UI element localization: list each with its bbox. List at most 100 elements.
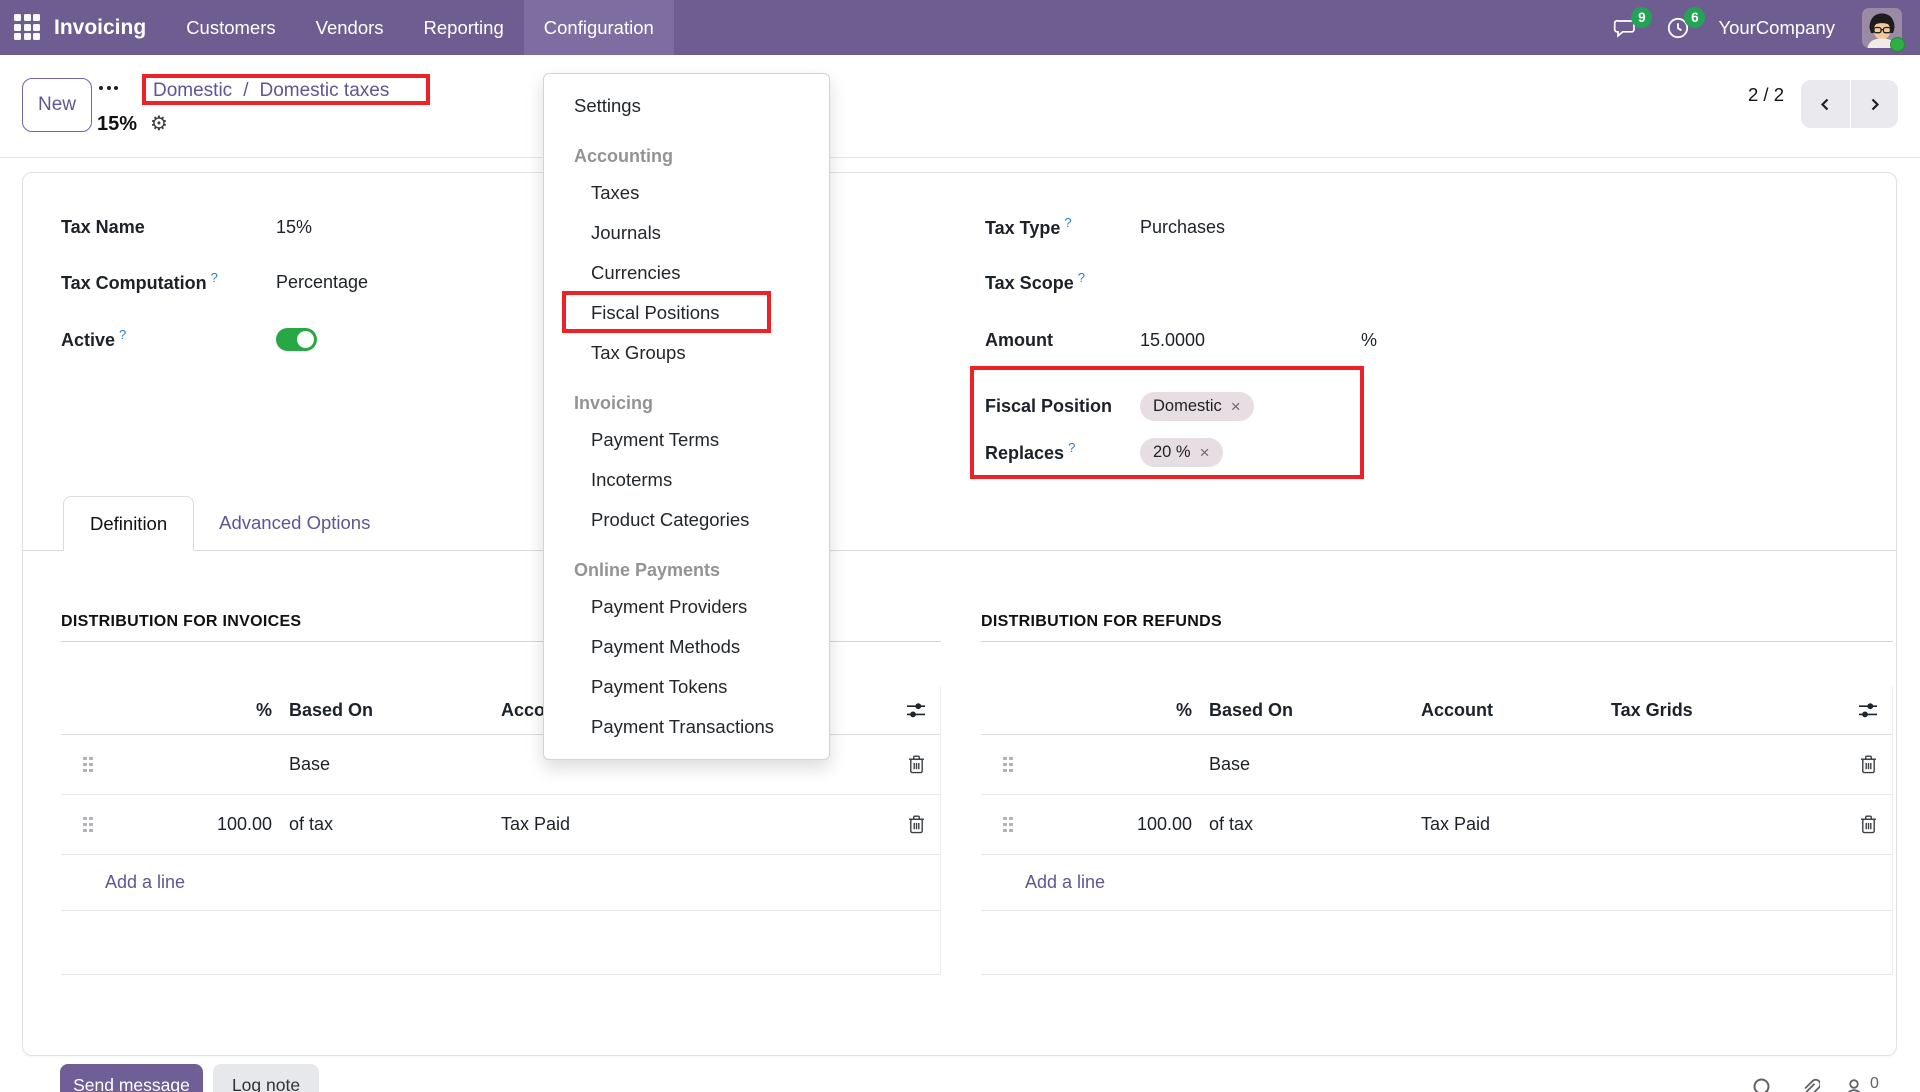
add-a-line-link[interactable]: Add a line [1025, 872, 1106, 892]
add-line-row: Add a line [981, 855, 1892, 911]
optional-columns-sliders-icon[interactable] [892, 701, 940, 720]
help-question-icon[interactable]: ? [1068, 440, 1076, 455]
delete-row-button[interactable] [1844, 755, 1892, 774]
tab-definition[interactable]: Definition [63, 496, 195, 551]
tag-remove-icon[interactable]: × [1230, 396, 1241, 416]
chatter-icons: 0 [1752, 1075, 1879, 1092]
table-row[interactable]: Base [61, 735, 940, 795]
tag-text: Domestic [1153, 396, 1222, 415]
app-name[interactable]: Invoicing [54, 15, 147, 39]
tax-name-label: Tax Name [61, 216, 145, 237]
field-replaces: Replaces? 20 % × [985, 433, 1223, 471]
drag-handle-icon[interactable] [83, 816, 117, 833]
amount-unit: % [1361, 329, 1378, 350]
chevron-left-icon [1820, 98, 1829, 110]
breadcrumb-ellipsis-button[interactable] [99, 86, 118, 90]
breadcrumb-separator: / [243, 80, 249, 101]
table-row[interactable]: 100.00 of tax Tax Paid [61, 795, 940, 855]
tax-form-card: Tax Name 15% Tax Computation? Percentage… [22, 172, 1897, 1056]
nav-menu-customers[interactable]: Customers [186, 16, 276, 38]
delete-row-button[interactable] [892, 755, 940, 774]
col-percent: % [255, 700, 272, 720]
tab-advanced-options[interactable]: Advanced Options [219, 511, 371, 533]
activities-badge: 6 [1684, 6, 1706, 28]
drag-handle-icon[interactable] [1003, 816, 1037, 833]
help-question-icon[interactable]: ? [119, 327, 127, 342]
activities-clock-icon[interactable]: 6 [1665, 6, 1706, 41]
drag-handle-icon[interactable] [1003, 756, 1037, 773]
apps-grid-icon[interactable] [14, 14, 41, 41]
help-question-icon[interactable]: ? [210, 270, 218, 285]
nav-menu-configuration[interactable]: Configuration [523, 0, 674, 55]
trash-icon [1860, 815, 1876, 834]
search-icon[interactable] [1752, 1077, 1774, 1092]
breadcrumb-parent[interactable]: Domestic [153, 80, 233, 101]
gear-icon[interactable]: ⚙ [150, 113, 168, 135]
cell-account: Tax Paid [1421, 814, 1491, 834]
tax-computation-select[interactable]: Percentage [276, 271, 369, 292]
list-header-row: % Based On Account Tax Grids [981, 687, 1892, 735]
trash-icon [908, 755, 924, 774]
refunds-list: % Based On Account Tax Grids Base [981, 687, 1893, 975]
pager-next-button[interactable] [1849, 80, 1898, 128]
empty-row [981, 911, 1892, 975]
pager-previous-button[interactable] [1801, 80, 1850, 128]
active-toggle[interactable] [276, 327, 317, 351]
replaces-label: Replaces? [985, 440, 1076, 463]
tax-scope-label: Tax Scope? [985, 270, 1085, 293]
control-panel: New Domestic / Domestic taxes 15% ⚙ 2 / … [0, 55, 1920, 158]
nav-menu-vendors[interactable]: Vendors [315, 16, 384, 38]
amount-input[interactable]: 15.0000 [1140, 329, 1206, 350]
config-menu-item-settings[interactable]: Settings [574, 95, 641, 116]
col-tax-grids: Tax Grids [1611, 700, 1693, 720]
field-tax-name: Tax Name 15% [61, 208, 312, 246]
breadcrumb: Domestic / Domestic taxes [153, 76, 389, 106]
paperclip-icon[interactable] [1798, 1077, 1820, 1092]
col-based-on: Based On [1209, 700, 1294, 720]
config-menu-item-taxes[interactable]: Taxes [591, 182, 640, 203]
delete-row-button[interactable] [892, 815, 940, 834]
followers-button[interactable]: 0 [1844, 1075, 1879, 1092]
record-title-row: 15% ⚙ [97, 110, 168, 138]
field-tax-computation: Tax Computation? Percentage [61, 263, 368, 301]
help-question-icon[interactable]: ? [1077, 270, 1085, 285]
table-row[interactable]: 100.00 of tax Tax Paid [981, 795, 1892, 855]
config-menu-item-journals[interactable]: Journals [591, 222, 661, 243]
tax-name-input[interactable]: 15% [276, 216, 313, 237]
chevron-right-icon [1871, 98, 1879, 110]
log-note-button[interactable]: Log note [213, 1064, 319, 1092]
config-menu-item-payment-terms[interactable]: Payment Terms [591, 429, 720, 450]
add-a-line-link[interactable]: Add a line [105, 872, 186, 892]
drag-handle-icon[interactable] [83, 756, 117, 773]
avatar[interactable] [1862, 7, 1905, 52]
config-menu-item-currencies[interactable]: Currencies [591, 262, 681, 283]
config-menu-item-incoterms[interactable]: Incoterms [591, 469, 673, 490]
config-menu-section-accounting: Accounting [574, 145, 673, 166]
pager-value[interactable]: 2 / 2 [1748, 84, 1784, 105]
help-question-icon[interactable]: ? [1064, 215, 1072, 230]
tag-remove-icon[interactable]: × [1199, 442, 1210, 462]
config-menu-item-product-categories[interactable]: Product Categories [591, 509, 750, 530]
config-menu-item-payment-providers[interactable]: Payment Providers [591, 596, 748, 617]
send-message-button[interactable]: Send message [60, 1064, 203, 1092]
table-row[interactable]: Base [981, 735, 1892, 795]
config-menu-item-payment-transactions[interactable]: Payment Transactions [591, 716, 775, 737]
cell-based-on: of tax [289, 814, 334, 834]
new-button[interactable]: New [22, 78, 92, 132]
company-name[interactable]: YourCompany [1718, 16, 1835, 38]
optional-columns-sliders-icon[interactable] [1844, 701, 1892, 720]
nav-menus: Customers Vendors Reporting Configuratio… [166, 0, 674, 55]
messages-icon[interactable]: 9 [1612, 6, 1653, 41]
config-menu-item-payment-methods[interactable]: Payment Methods [591, 636, 741, 657]
config-menu-item-fiscal-positions[interactable]: Fiscal Positions [591, 302, 720, 323]
field-tax-scope: Tax Scope? [985, 263, 1140, 301]
record-title: 15% [97, 112, 138, 135]
fiscal-position-label: Fiscal Position [985, 395, 1113, 416]
config-menu-item-tax-groups[interactable]: Tax Groups [591, 342, 686, 363]
config-menu-item-payment-tokens[interactable]: Payment Tokens [591, 676, 728, 697]
notebook-tabs: Definition Advanced Options [23, 495, 1896, 551]
delete-row-button[interactable] [1844, 815, 1892, 834]
tax-type-select[interactable]: Purchases [1140, 216, 1226, 237]
nav-menu-reporting[interactable]: Reporting [423, 16, 504, 38]
add-line-row: Add a line [61, 855, 940, 911]
